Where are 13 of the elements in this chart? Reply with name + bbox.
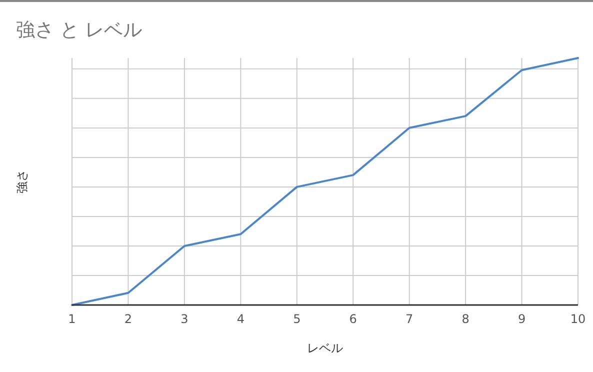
x-tick-label: 9 [518,312,526,326]
x-tick-label: 8 [462,312,470,326]
x-tick-label: 1 [68,312,76,326]
x-tick-label: 7 [406,312,414,326]
x-tick-label: 5 [293,312,301,326]
y-axis-title: 強さ [15,170,29,194]
chart-title: 強さ と レベル [16,19,142,41]
x-axis-title: レベル [307,341,343,355]
x-tick-label: 2 [124,312,132,326]
x-tick-label: 6 [349,312,357,326]
x-tick-label: 10 [570,312,586,326]
x-tick-label: 3 [180,312,188,326]
x-tick-label: 4 [236,312,244,326]
